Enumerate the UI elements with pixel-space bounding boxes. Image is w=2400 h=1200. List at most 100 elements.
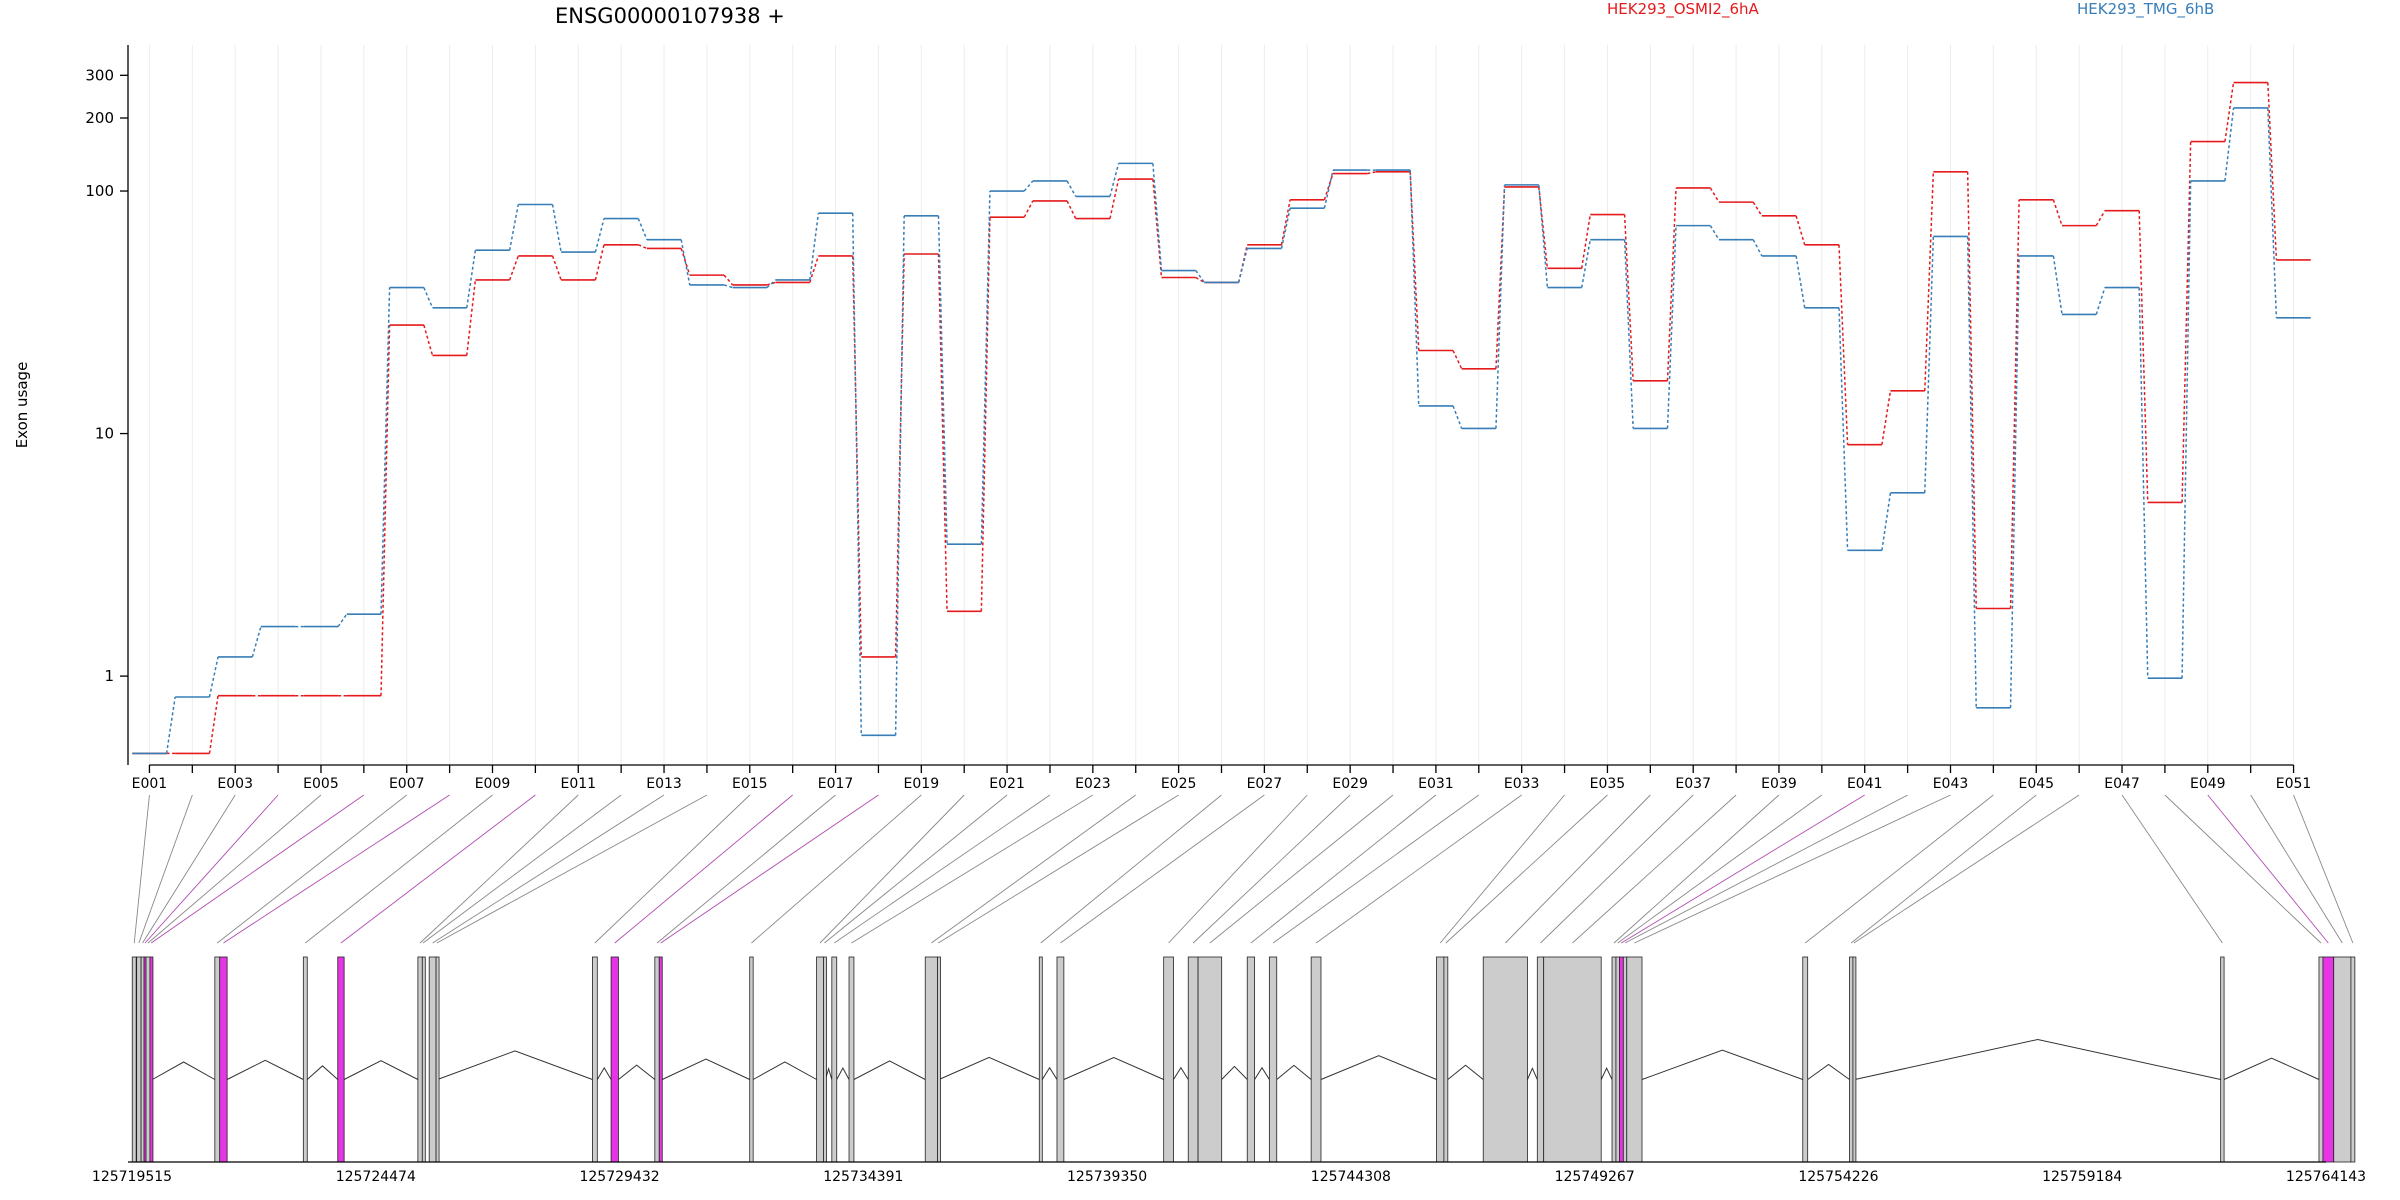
genomic-tick-label: 125729432: [579, 1169, 659, 1185]
intron: [226, 1059, 304, 1080]
y-tick-label: 1: [104, 667, 114, 685]
series-connector: [937, 215, 948, 545]
intron: [1173, 1066, 1189, 1080]
intron: [1807, 1063, 1850, 1080]
exon-E018: [658, 956, 663, 1163]
x-tick-label: E033: [1504, 776, 1540, 792]
x-tick-label: E035: [1590, 776, 1626, 792]
connector-line: [1540, 794, 1694, 944]
intron: [836, 1066, 850, 1080]
exon-E012: [421, 956, 426, 1163]
connector-line: [147, 794, 322, 944]
x-tick-label: E001: [132, 776, 168, 792]
series-connector: [809, 213, 820, 281]
series-connector: [723, 284, 733, 289]
genomic-tick-label: 125754226: [1798, 1169, 1878, 1185]
x-axis: E001 E003 E005 E007 E009 E011 E013 E015 E017 E019…: [132, 764, 2311, 792]
connector-line: [1505, 794, 1651, 944]
connector-line: [931, 794, 1137, 944]
series-connector: [1795, 255, 1806, 308]
chart-title: ENSG00000107938 +: [555, 4, 785, 28]
exon-E029: [1187, 956, 1199, 1163]
connector-line: [660, 794, 879, 944]
series-connector: [2052, 255, 2063, 315]
series-connector: [2181, 141, 2192, 503]
connector-line: [1315, 794, 1522, 944]
connector-line: [851, 794, 1094, 944]
connector-line: [824, 794, 1008, 944]
connector-line: [2207, 794, 2329, 944]
intron: [618, 1064, 656, 1080]
exon-E019: [749, 956, 754, 1163]
exon-E032: [1268, 956, 1278, 1163]
x-tick-label: E011: [560, 776, 596, 792]
exon-E038: [1543, 956, 1602, 1163]
genomic-tick-label: 125764143: [2286, 1169, 2366, 1185]
exon-E022: [831, 956, 838, 1163]
series-connector: [1966, 236, 1977, 708]
exon-E024: [924, 956, 938, 1163]
exon-E044: [1802, 956, 1809, 1163]
intron: [1221, 1065, 1248, 1080]
series-connector: [1109, 163, 1120, 197]
exon-E041: [1618, 956, 1624, 1163]
series-connector: [1323, 169, 1334, 209]
series-connector: [594, 244, 605, 281]
exon-E027: [1056, 956, 1065, 1163]
x-tick-label: E005: [303, 776, 339, 792]
exon-E006: [149, 956, 154, 1163]
series-connector: [1838, 307, 1849, 551]
series-connector: [1666, 187, 1677, 381]
intron: [1600, 1067, 1613, 1080]
series-connector: [1752, 201, 1763, 217]
series-connector: [1924, 236, 1935, 493]
series-connector: [1795, 215, 1806, 246]
series-connector: [1709, 225, 1720, 241]
exon-E047: [2220, 956, 2225, 1163]
series-connector: [680, 239, 691, 286]
y-axis: 1 10 100 200 300: [85, 45, 129, 765]
connector-line: [150, 794, 365, 944]
genomic-tick-label: 125719515: [92, 1169, 172, 1185]
x-tick-label: E009: [475, 776, 511, 792]
series-connector: [680, 248, 691, 276]
series-connector: [1966, 171, 1977, 609]
series-connector: [1280, 199, 1291, 245]
exon-E015: [592, 956, 598, 1163]
exon-E036: [1482, 956, 1528, 1163]
series-connector: [980, 191, 991, 545]
exon-E042: [1622, 956, 1628, 1163]
genomic-axis: 125719515 125724474 125729432 125734391 1257…: [92, 1161, 2366, 1185]
exon-E043: [1626, 956, 1643, 1163]
x-tick-label: E029: [1332, 776, 1368, 792]
series-connector: [380, 287, 391, 615]
x-tick-label: E041: [1847, 776, 1883, 792]
x-tick-label: E025: [1161, 776, 1197, 792]
series-connector: [766, 281, 776, 286]
series-connector: [2009, 199, 2020, 609]
series-connector: [2181, 180, 2192, 679]
exon-E034: [1436, 956, 1445, 1163]
genomic-tick-label: 125734391: [823, 1169, 903, 1185]
intron: [2223, 1057, 2320, 1080]
series-connector: [551, 255, 562, 281]
exon-E048: [2318, 956, 2324, 1163]
exon-E039: [1611, 956, 1617, 1163]
exon-E023: [848, 956, 855, 1163]
series-connector: [2095, 210, 2106, 226]
series-connector: [1195, 270, 1205, 283]
series-connector: [251, 626, 262, 658]
connector-line: [223, 794, 450, 944]
connector-line: [1572, 794, 1737, 944]
intron: [1276, 1064, 1312, 1080]
intron: [938, 1056, 1040, 1080]
series-connector: [337, 613, 348, 628]
y-tick-label: 200: [85, 109, 114, 127]
series-connector: [894, 215, 905, 736]
series-connector: [2052, 199, 2063, 226]
series-connector: [937, 253, 948, 612]
series-connector: [551, 204, 562, 253]
exon-E005: [145, 956, 151, 1163]
genomic-tick-label: 125759184: [2042, 1169, 2122, 1185]
x-tick-label: E007: [389, 776, 425, 792]
